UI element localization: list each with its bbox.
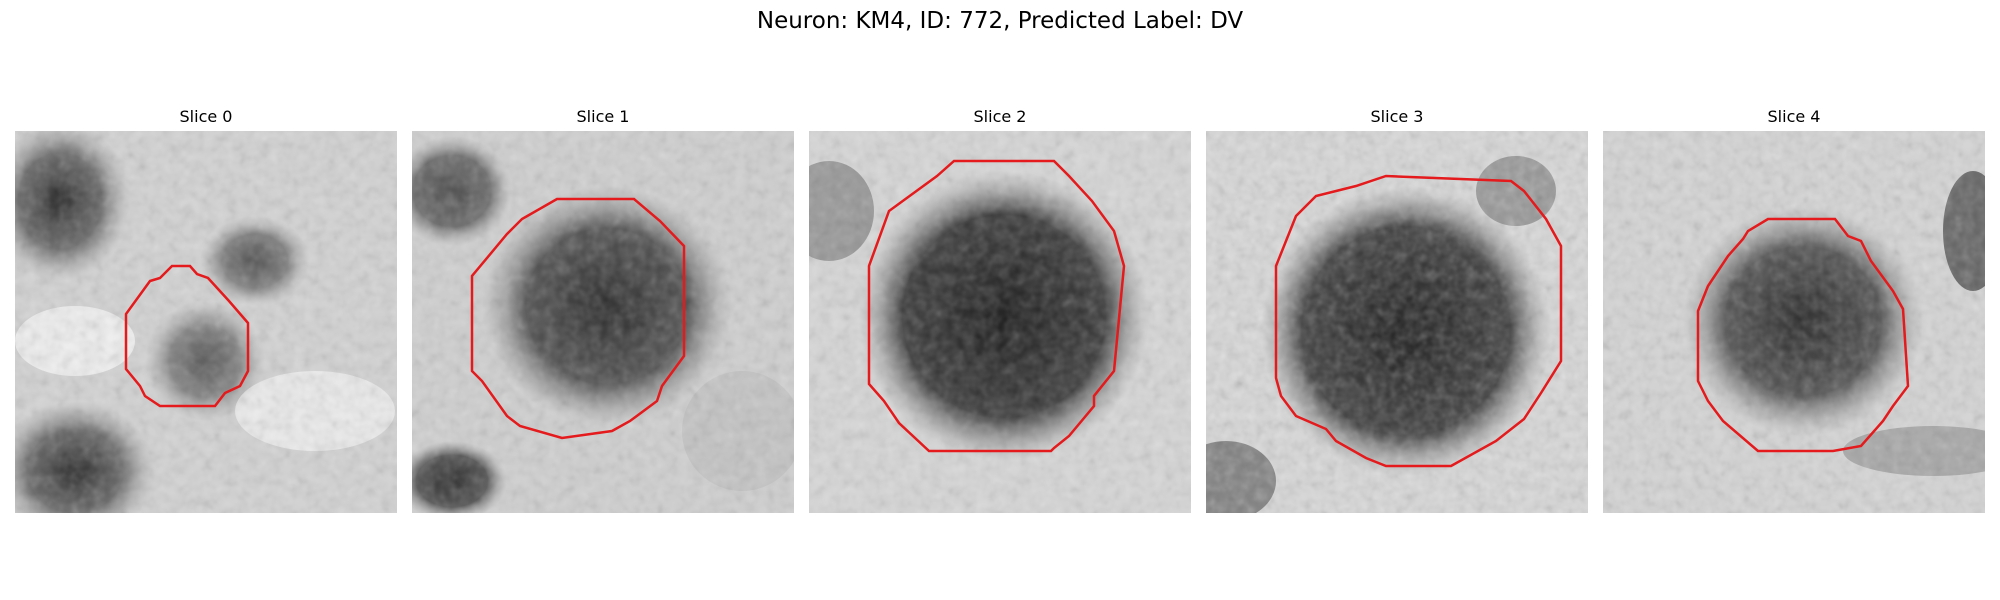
slice-title-2: Slice 2 <box>973 107 1027 126</box>
slice-panel-2: Slice 2 <box>809 107 1191 513</box>
slice-title-4: Slice 4 <box>1767 107 1821 126</box>
slice-title-0: Slice 0 <box>179 107 233 126</box>
slice-image-1 <box>412 131 794 513</box>
slice-panel-0: Slice 0 <box>15 107 397 513</box>
slice-image-4 <box>1603 131 1985 513</box>
slice-image-3 <box>1206 131 1588 513</box>
cell-outline-1 <box>470 197 686 440</box>
cell-outline-3 <box>1274 174 1563 468</box>
figure-title: Neuron: KM4, ID: 772, Predicted Label: D… <box>756 8 1244 34</box>
slice-panel-1: Slice 1 <box>412 107 794 513</box>
slice-image-2 <box>809 131 1191 513</box>
slice-image-0 <box>15 131 397 513</box>
slice-title-1: Slice 1 <box>576 107 630 126</box>
slice-title-3: Slice 3 <box>1370 107 1424 126</box>
slice-panel-4: Slice 4 <box>1603 107 1985 513</box>
cell-outline-2 <box>867 159 1126 453</box>
slice-panel-3: Slice 3 <box>1206 107 1588 513</box>
cell-outline-4 <box>1696 217 1910 453</box>
cell-outline-0 <box>124 264 250 408</box>
